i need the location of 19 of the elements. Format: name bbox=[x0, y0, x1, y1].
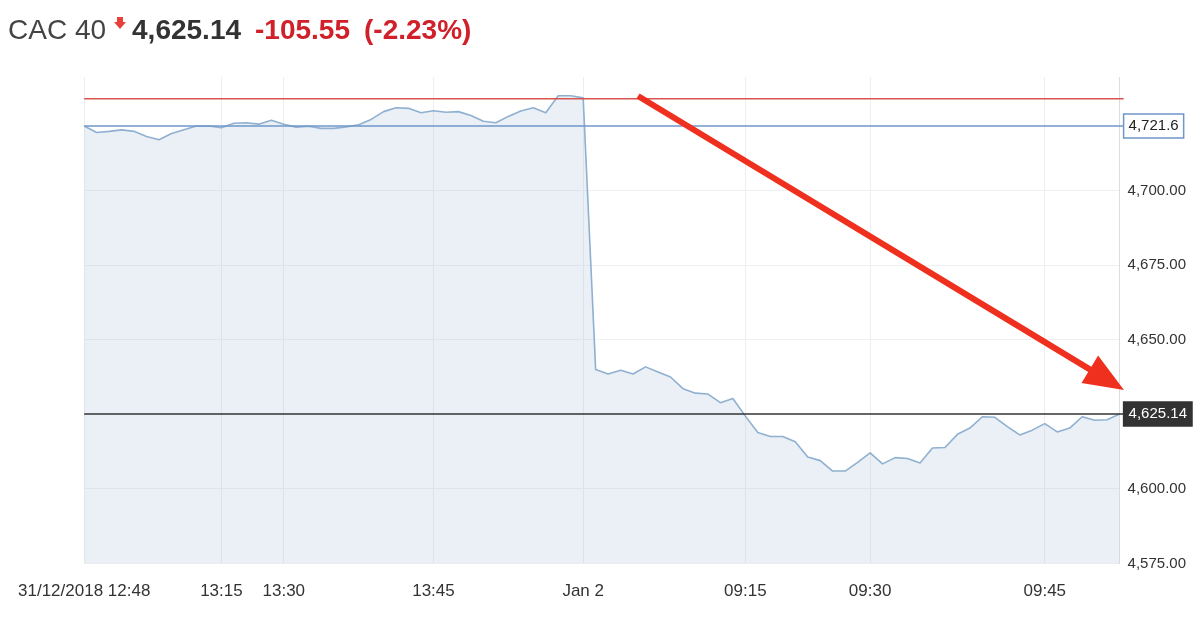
x-tick-label: 13:15 bbox=[200, 581, 243, 601]
x-tick-label: 09:15 bbox=[724, 581, 767, 601]
text: -105.55 bbox=[255, 14, 351, 46]
y-tick-label: 4,650.00 bbox=[1127, 329, 1186, 347]
x-tick-label: 31/12/2018 12:48 bbox=[17, 581, 151, 601]
ref-line-label: 4,721.6 bbox=[1128, 116, 1179, 134]
text: (-2.23%) bbox=[364, 14, 472, 46]
y-tick-label: 4,675.00 bbox=[1127, 255, 1186, 273]
y-tick-label: 4,575.00 bbox=[1127, 553, 1186, 571]
x-tick-label: 13:45 bbox=[412, 581, 455, 601]
y-tick-label: 4,700.00 bbox=[1127, 180, 1186, 198]
chart-title: CAC 40 bbox=[8, 14, 107, 46]
x-tick-label: Jan 2 bbox=[562, 581, 604, 601]
ref-line-label: 4,625.14 bbox=[1128, 404, 1187, 422]
y-tick-label: 4,600.00 bbox=[1127, 479, 1186, 497]
x-tick-label: 09:45 bbox=[1023, 581, 1067, 601]
x-tick-label: 09:30 bbox=[848, 581, 892, 601]
x-tick-label: 13:30 bbox=[262, 581, 306, 601]
chart-subtitle: 4,625.14 bbox=[132, 14, 242, 46]
